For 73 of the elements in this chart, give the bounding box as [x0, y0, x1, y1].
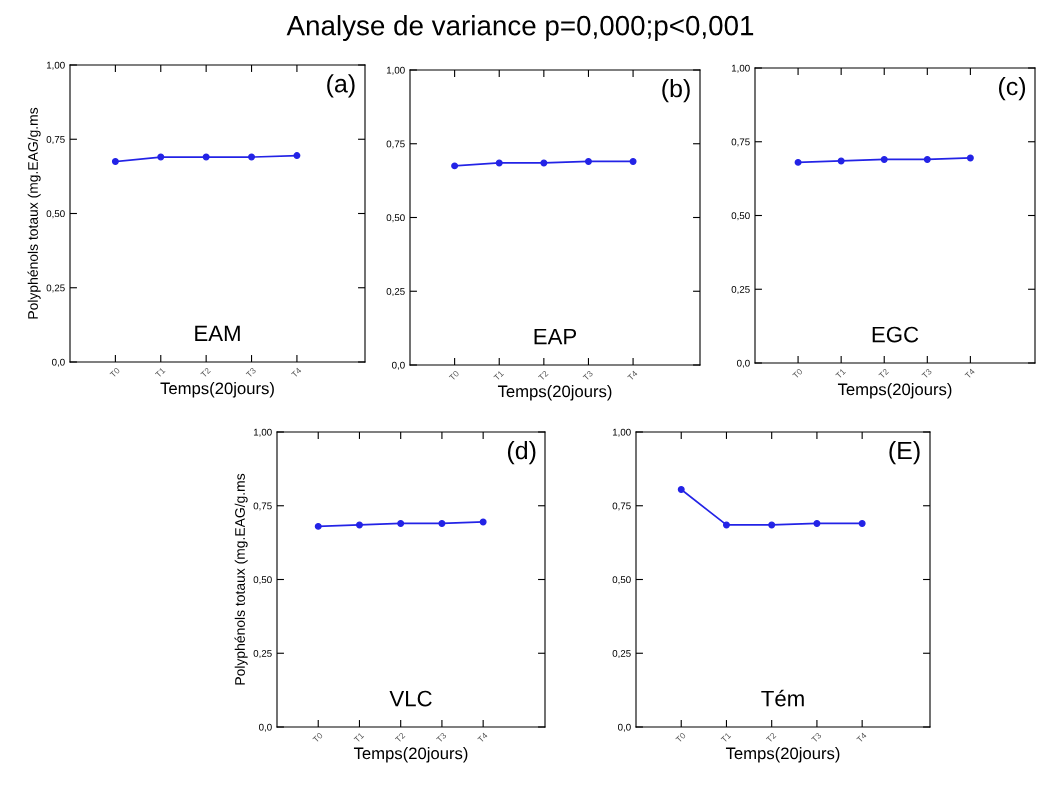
- y-tick-label: 0,75: [46, 135, 65, 145]
- x-tick-label: T4: [964, 368, 976, 379]
- point: [858, 519, 866, 527]
- x-tick-label: T0: [109, 367, 121, 378]
- x-tick-label: T3: [921, 368, 933, 379]
- x-tick-label: T3: [436, 732, 447, 743]
- x-axis-title: Temps(20jours): [160, 382, 274, 398]
- y-tick-label: 1,00: [46, 61, 65, 70]
- y-tick-label: 0,25: [386, 287, 405, 297]
- y-tick-label: 0,50: [46, 210, 65, 219]
- x-tick-label: T2: [765, 732, 777, 743]
- y-tick-label: 0,75: [731, 138, 750, 147]
- text: (c): [999, 77, 1026, 101]
- text: (E): [889, 441, 920, 465]
- y-tick-label: 0,50: [731, 212, 750, 221]
- x-tick-label: T0: [675, 732, 687, 743]
- y-tick-label: 0,25: [731, 285, 750, 295]
- y-tick-label: 1,00: [386, 66, 405, 75]
- x-tick-label: T4: [856, 732, 867, 743]
- y-tick-label: 0,0: [392, 361, 405, 370]
- x-tick-label: T0: [312, 732, 324, 743]
- y-axis-title: Polyphénols totaux (mg.EAG/g.ms: [27, 107, 41, 319]
- x-tick-label: T0: [792, 368, 803, 379]
- x-tick-label: T3: [811, 732, 822, 743]
- y-tick-label: 0,0: [259, 723, 272, 732]
- y-tick-label: 0,0: [737, 359, 750, 368]
- text: (a): [327, 74, 355, 98]
- annotation: VLC: [389, 690, 432, 707]
- y-tick-label: 0,50: [386, 214, 405, 223]
- x-tick-label: T3: [582, 370, 594, 381]
- y-tick-label: 0,25: [253, 649, 272, 659]
- y-tick-label: 0,0: [618, 723, 631, 732]
- x-tick-label: T0: [448, 370, 460, 381]
- y-tick-label: 1,00: [612, 428, 631, 437]
- x-tick-label: T1: [493, 370, 504, 381]
- x-axis-title: Temps(20jours): [725, 747, 840, 763]
- x-tick-label: T2: [878, 368, 889, 379]
- x-tick-label: T4: [291, 367, 302, 378]
- point: [722, 521, 730, 529]
- y-tick-label: 0,50: [612, 576, 631, 585]
- x-tick-label: T2: [537, 370, 549, 381]
- y-tick-label: 0,75: [612, 502, 631, 511]
- annotation: Tém: [761, 689, 804, 707]
- y-tick-label: 0,25: [612, 649, 631, 659]
- x-tick-label: T4: [477, 732, 488, 743]
- annotation: EAM: [195, 325, 240, 342]
- x-axis-title: Temps(20jours): [837, 383, 952, 399]
- x-tick-label: T2: [200, 367, 211, 378]
- text: (d): [507, 441, 536, 465]
- annotation: EGC: [872, 326, 919, 343]
- y-axis-title: Polyphénols totaux (mg.EAG/g.ms: [234, 473, 248, 685]
- point: [813, 519, 821, 527]
- point: [677, 486, 685, 493]
- x-tick-label: T1: [835, 368, 846, 379]
- y-tick-label: 0,75: [386, 140, 405, 149]
- point: [768, 521, 776, 529]
- y-tick-label: 1,00: [731, 64, 750, 73]
- y-tick-label: 1,00: [253, 428, 272, 437]
- text: Analyse de variance p=0,000;p<0,001: [286, 15, 754, 41]
- x-axis-title: Temps(20jours): [353, 747, 468, 763]
- y-tick-label: 0,25: [46, 284, 65, 293]
- x-axis-title: Temps(20jours): [497, 385, 612, 401]
- x-tick-label: T1: [154, 367, 166, 378]
- y-tick-label: 0,75: [253, 502, 272, 511]
- x-tick-label: T2: [394, 732, 406, 743]
- annotation: EAP: [534, 328, 577, 345]
- text: (b): [662, 79, 690, 103]
- y-tick-label: 0,0: [52, 358, 65, 367]
- x-tick-label: T3: [245, 367, 257, 378]
- y-tick-label: 0,50: [253, 576, 272, 585]
- x-tick-label: T1: [720, 732, 732, 743]
- x-tick-label: T1: [353, 732, 365, 743]
- x-tick-label: T4: [627, 370, 638, 381]
